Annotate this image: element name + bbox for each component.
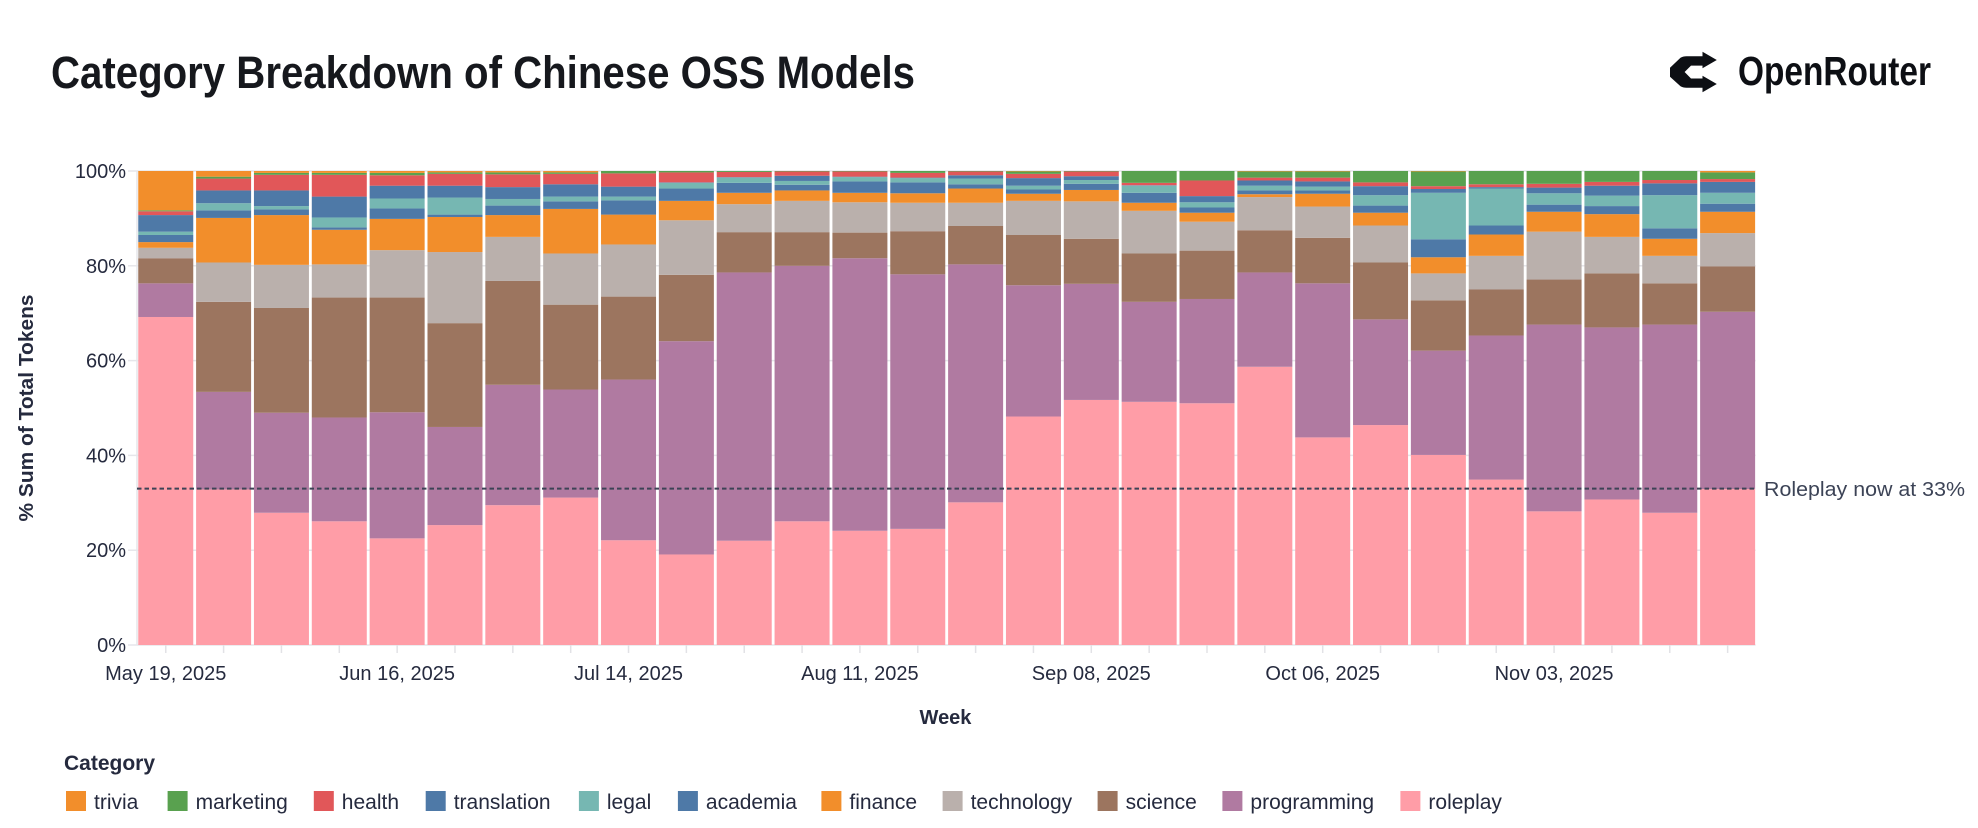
svg-text:roleplay: roleplay bbox=[1428, 791, 1502, 814]
svg-text:finance: finance bbox=[849, 791, 917, 814]
svg-text:legal: legal bbox=[607, 791, 651, 814]
svg-text:Roleplay now at 33%: Roleplay now at 33% bbox=[1764, 478, 1965, 501]
svg-text:health: health bbox=[342, 791, 399, 814]
svg-text:science: science bbox=[1126, 791, 1197, 814]
svg-text:Oct 06, 2025: Oct 06, 2025 bbox=[1265, 663, 1380, 685]
svg-text:technology: technology bbox=[971, 791, 1073, 814]
svg-text:Category Breakdown of Chinese: Category Breakdown of Chinese OSS Models bbox=[51, 47, 915, 98]
svg-text:0%: 0% bbox=[97, 635, 126, 657]
svg-text:100%: 100% bbox=[75, 161, 126, 183]
svg-text:marketing: marketing bbox=[196, 791, 288, 814]
svg-text:Aug 11, 2025: Aug 11, 2025 bbox=[801, 663, 919, 685]
svg-text:translation: translation bbox=[454, 791, 551, 814]
svg-text:OpenRouter: OpenRouter bbox=[1738, 48, 1931, 94]
svg-text:May 19, 2025: May 19, 2025 bbox=[105, 663, 226, 685]
svg-text:academia: academia bbox=[706, 791, 797, 814]
svg-text:80%: 80% bbox=[86, 256, 126, 278]
svg-text:Jul 14, 2025: Jul 14, 2025 bbox=[574, 663, 683, 685]
svg-text:trivia: trivia bbox=[94, 791, 139, 814]
svg-text:% Sum of Total Tokens: % Sum of Total Tokens bbox=[16, 295, 38, 522]
svg-text:programming: programming bbox=[1250, 791, 1374, 814]
svg-text:40%: 40% bbox=[86, 445, 126, 467]
svg-text:Sep 08, 2025: Sep 08, 2025 bbox=[1032, 663, 1151, 685]
svg-text:60%: 60% bbox=[86, 351, 126, 373]
svg-text:Week: Week bbox=[920, 707, 973, 729]
svg-text:Jun 16, 2025: Jun 16, 2025 bbox=[339, 663, 455, 685]
svg-text:20%: 20% bbox=[86, 540, 126, 562]
svg-text:Nov 03, 2025: Nov 03, 2025 bbox=[1495, 663, 1614, 685]
svg-text:Category: Category bbox=[64, 752, 155, 775]
